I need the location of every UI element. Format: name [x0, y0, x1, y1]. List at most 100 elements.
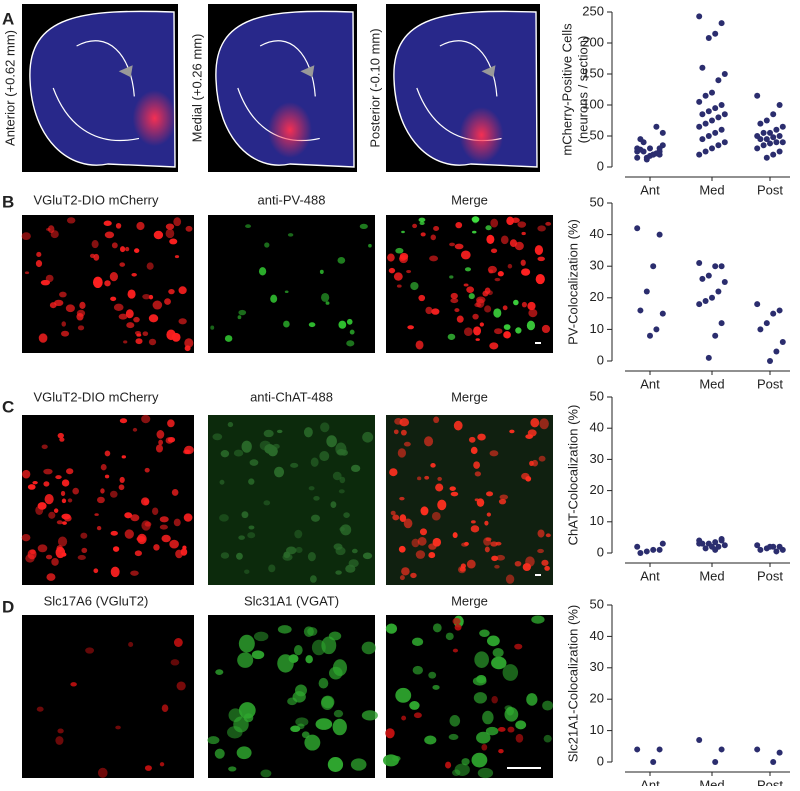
cell — [460, 250, 471, 260]
y-axis-label: ChAT-Colocalization (%) — [565, 405, 580, 546]
cell — [482, 710, 494, 725]
cell — [134, 248, 140, 253]
cell — [486, 512, 491, 517]
cell — [76, 309, 86, 317]
cell — [463, 283, 469, 287]
cell — [241, 440, 252, 453]
data-point — [650, 263, 657, 270]
cell — [248, 478, 255, 485]
cell — [494, 564, 500, 569]
data-point — [770, 310, 777, 317]
cell — [112, 546, 120, 552]
cell — [420, 232, 426, 237]
cell — [332, 718, 347, 736]
cell — [432, 623, 442, 633]
cell — [135, 338, 143, 345]
data-point — [705, 35, 712, 42]
cell — [492, 648, 504, 658]
data-point — [754, 746, 761, 753]
cell — [491, 656, 507, 670]
y-axis-label: Slc21A1-Colocalization (%) — [565, 605, 580, 763]
data-point — [712, 129, 719, 136]
micrograph — [382, 615, 554, 779]
cell — [389, 468, 398, 477]
cell — [238, 535, 245, 540]
y-tick-label: 100 — [582, 96, 604, 111]
cell — [502, 305, 508, 311]
cell — [346, 340, 355, 347]
cell — [220, 552, 230, 559]
cell — [449, 275, 454, 279]
data-point — [709, 294, 715, 301]
cell — [48, 511, 56, 519]
cell — [130, 514, 140, 522]
cell — [507, 726, 515, 733]
cell — [132, 427, 138, 432]
data-point — [718, 102, 725, 108]
image-bg — [208, 215, 375, 353]
cell — [472, 230, 477, 234]
cell — [141, 414, 151, 424]
cell — [526, 320, 536, 331]
cell — [248, 525, 255, 530]
cell — [474, 651, 489, 668]
data-point — [763, 136, 770, 143]
cell — [128, 641, 134, 648]
cell — [156, 430, 165, 439]
cell — [124, 529, 134, 539]
cell — [333, 543, 343, 550]
cell — [319, 269, 324, 274]
cell — [67, 498, 73, 503]
cell — [311, 514, 320, 522]
cell — [238, 702, 256, 719]
cell — [497, 726, 506, 732]
cell — [542, 700, 554, 711]
cell — [470, 446, 478, 455]
cell — [346, 318, 353, 325]
cell — [111, 242, 118, 249]
cell — [468, 436, 476, 443]
cell — [115, 725, 121, 730]
cell — [148, 338, 157, 346]
cell — [283, 551, 291, 559]
cell — [290, 462, 299, 468]
cell — [504, 705, 513, 711]
cell — [430, 234, 437, 241]
data-point — [643, 548, 650, 555]
cell — [539, 418, 549, 430]
data-point — [715, 114, 722, 121]
cell — [123, 340, 128, 344]
cell — [447, 333, 456, 340]
x-tick-label: Ant — [640, 376, 660, 391]
cell — [411, 538, 420, 548]
cell — [77, 325, 85, 331]
y-tick-label: 0 — [597, 352, 604, 367]
cell — [115, 222, 122, 229]
cell — [212, 433, 223, 441]
data-point — [709, 89, 715, 96]
cell — [178, 286, 187, 295]
outline — [52, 40, 140, 142]
cell — [121, 455, 126, 459]
cell — [295, 717, 309, 727]
ventricle — [300, 65, 315, 78]
cell — [56, 520, 63, 525]
data-point — [718, 126, 725, 133]
image-label: VGluT2-DIO mCherry — [34, 389, 159, 404]
cell — [514, 643, 523, 650]
data-point — [712, 539, 719, 546]
data-point — [721, 111, 728, 118]
cell — [325, 301, 330, 305]
cell — [388, 267, 396, 274]
cell — [449, 714, 461, 727]
data-point — [715, 77, 722, 84]
cell — [301, 731, 310, 739]
cell — [525, 556, 535, 567]
cell — [144, 765, 152, 771]
cell — [424, 735, 437, 745]
cell — [183, 513, 193, 522]
cell — [51, 558, 59, 566]
cell — [526, 693, 538, 706]
cell — [249, 459, 259, 466]
cell — [144, 521, 152, 527]
